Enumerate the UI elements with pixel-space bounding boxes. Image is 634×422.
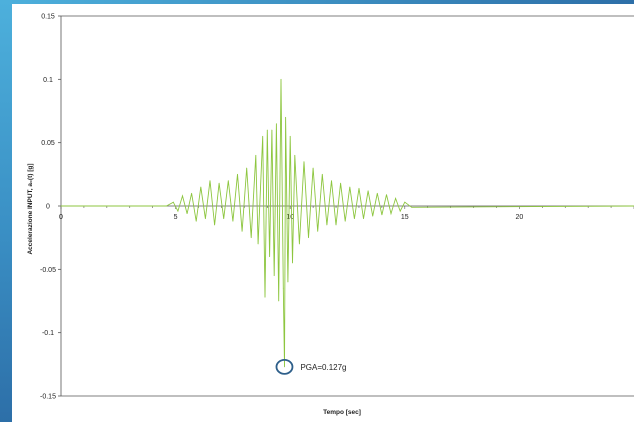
series-point	[353, 218, 355, 220]
y-tick-label: 0.1	[43, 77, 53, 84]
series-point	[363, 218, 364, 220]
series-point	[284, 366, 285, 368]
series-point	[264, 296, 266, 298]
series-point	[177, 210, 179, 212]
series-point	[214, 224, 215, 226]
series-point	[269, 256, 270, 258]
x-tick-label: 20	[516, 214, 524, 221]
y-tick-label: -0.15	[40, 394, 56, 401]
annotation-layer: PGA=0.127g	[275, 358, 347, 375]
series-point	[317, 230, 319, 232]
top-accent-band	[0, 0, 634, 4]
acceleration-chart: 0.15 0.1 0.05 0 -0.05 -0.1 -0.15 0 5 10 15 20 PGA=0…	[27, 14, 634, 416]
series-point	[172, 201, 174, 203]
series-point	[349, 186, 351, 188]
series-point	[308, 237, 309, 239]
series-point	[191, 192, 193, 194]
series-point	[344, 220, 346, 222]
series-point	[395, 198, 397, 199]
series-point	[280, 78, 282, 80]
series-point	[372, 215, 374, 217]
pga-marker-circle	[275, 358, 294, 375]
series-point	[340, 182, 342, 184]
series-point	[186, 213, 188, 215]
series-point	[262, 135, 264, 137]
series-point	[404, 201, 406, 203]
series-point	[289, 135, 291, 137]
series-point	[182, 195, 183, 197]
series-point	[326, 224, 328, 226]
series-point	[321, 173, 323, 175]
series-point	[209, 180, 211, 182]
series-point	[411, 206, 413, 208]
series-point	[250, 237, 252, 239]
chart-container: 0.15 0.1 0.05 0 -0.05 -0.1 -0.15 0 5 10 15 20 PGA=0…	[12, 4, 634, 422]
series-point	[381, 214, 383, 216]
series-point	[331, 180, 332, 182]
series-point	[273, 275, 275, 277]
y-tick-label: 0	[46, 204, 50, 211]
series-layer	[60, 78, 634, 368]
series-point	[399, 210, 401, 212]
series-point	[271, 129, 273, 131]
y-tick-label: 0.05	[41, 140, 55, 147]
series-point	[237, 173, 238, 175]
series-point	[312, 167, 314, 169]
series-point	[376, 192, 378, 194]
series-point	[294, 154, 296, 156]
series-point	[367, 190, 369, 192]
series-point	[246, 167, 248, 169]
series-point	[227, 180, 229, 182]
pga-annotation-label: PGA=0.127g	[300, 363, 346, 372]
x-axis-title: Tempo [sec]	[323, 409, 361, 416]
series-point	[335, 224, 337, 226]
x-tick-label: 0	[59, 214, 63, 221]
x-tick-label: 15	[401, 214, 409, 221]
series-point	[257, 243, 259, 245]
series-point	[218, 182, 220, 184]
series-point	[358, 187, 360, 189]
series-point	[223, 218, 225, 220]
series-point	[278, 300, 280, 302]
series-point	[266, 129, 268, 131]
y-tick-label: -0.05	[40, 267, 56, 274]
tick-labels: 0.15 0.1 0.05 0 -0.05 -0.1 -0.15 0 5 10 15 20	[40, 14, 523, 401]
series-point	[285, 116, 287, 118]
series-point	[166, 205, 167, 207]
y-tick-label: -0.1	[42, 330, 54, 337]
series-point	[60, 205, 62, 207]
series-point	[232, 220, 234, 222]
series-point	[303, 161, 305, 163]
series-point	[282, 287, 284, 289]
x-tick-label: 5	[174, 214, 178, 221]
series-point	[241, 230, 243, 232]
series-point	[386, 194, 387, 196]
series-point	[255, 154, 257, 156]
x-tick-label: 10	[286, 214, 294, 221]
y-axis-title: Accelerazione INPUT, a₀(t) [g]	[27, 163, 34, 254]
acceleration-series-line	[61, 79, 634, 367]
series-point	[204, 218, 206, 220]
series-point	[390, 213, 392, 215]
series-point	[298, 243, 300, 245]
series-point	[292, 262, 293, 264]
series-point	[195, 220, 197, 222]
series-point	[200, 186, 202, 188]
series-point	[287, 281, 289, 283]
series-point	[276, 123, 277, 125]
left-accent-band	[0, 0, 12, 422]
y-tick-label: 0.15	[41, 14, 55, 21]
